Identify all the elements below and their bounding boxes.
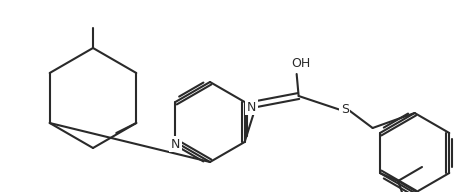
Text: OH: OH bbox=[291, 56, 310, 70]
Text: N: N bbox=[171, 137, 180, 151]
Text: S: S bbox=[341, 103, 349, 116]
Text: N: N bbox=[247, 100, 256, 113]
